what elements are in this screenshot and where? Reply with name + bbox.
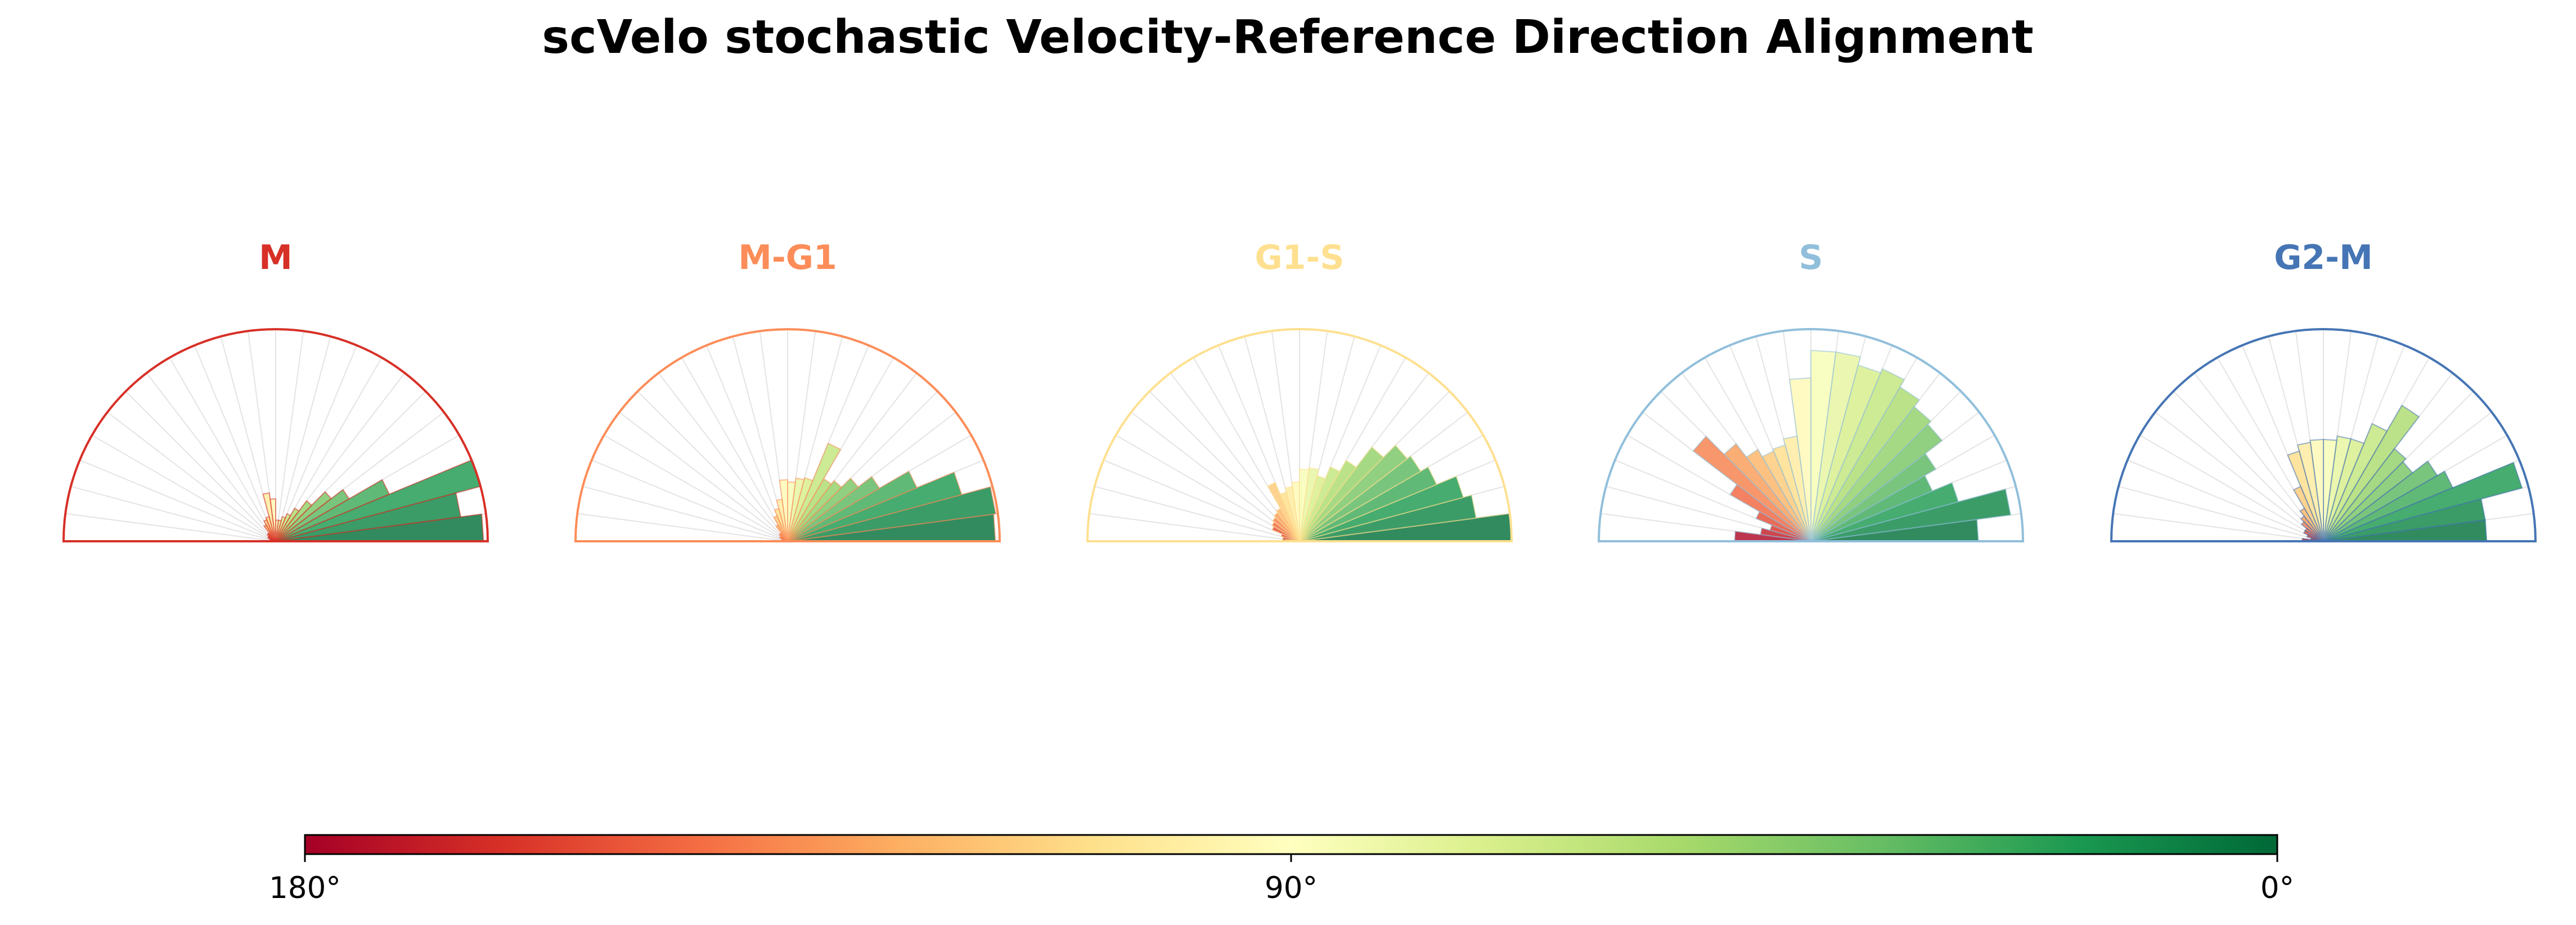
- figure-title: scVelo stochastic Velocity-Reference Dir…: [542, 11, 2033, 64]
- panel-title-s: S: [1799, 238, 1823, 277]
- panel-title-m-g1: M-G1: [738, 238, 837, 277]
- grid-line: [2139, 434, 2324, 542]
- panel-frame-m: [62, 328, 489, 542]
- grid-line: [1103, 459, 1300, 542]
- panel-title-m: M: [259, 238, 293, 277]
- grid-line: [194, 345, 276, 542]
- grid-line: [577, 513, 788, 542]
- grid-line: [2155, 411, 2324, 542]
- grid-line: [582, 486, 788, 542]
- panel-frame-g1-s: [1086, 328, 1513, 542]
- grid-line: [70, 486, 276, 542]
- grid-line: [1116, 434, 1300, 542]
- colorbar-tick-label: 90°: [1265, 871, 1318, 905]
- grid-line: [275, 345, 358, 542]
- grid-line: [1089, 513, 1300, 542]
- panel-frame-s: [1597, 328, 2025, 542]
- grid-line: [705, 345, 788, 542]
- grid-line: [275, 331, 304, 542]
- grid-line: [275, 336, 331, 542]
- colorbar: 180° 90° 0°: [269, 834, 2294, 905]
- panel-g2-m: G2-M: [2110, 238, 2537, 542]
- grid-line: [637, 390, 788, 542]
- panel-s: S: [1597, 238, 2025, 542]
- colorbar-tick-label: 0°: [2260, 871, 2294, 905]
- grid-line: [2118, 486, 2324, 542]
- panel-title-g2-m: G2-M: [2274, 238, 2373, 277]
- grid-line: [79, 459, 276, 542]
- grid-line: [2113, 513, 2324, 542]
- grid-line: [107, 411, 276, 542]
- panel-g1-s: G1-S: [1086, 238, 1513, 542]
- grid-line: [2173, 390, 2324, 542]
- panel-frame-m-g1: [574, 328, 1001, 542]
- grid-line: [125, 390, 276, 542]
- grid-line: [604, 434, 788, 542]
- grid-line: [658, 372, 788, 542]
- grid-line: [619, 411, 788, 542]
- colorbar-bar: [304, 834, 2278, 855]
- grid-line: [1094, 486, 1300, 542]
- grid-line: [591, 459, 788, 542]
- panel-m-g1: M-G1: [574, 238, 1001, 542]
- grid-line: [681, 357, 788, 542]
- panel-title-g1-s: G1-S: [1255, 238, 1344, 277]
- colorbar-tick-label: 180°: [269, 871, 341, 905]
- panel-frame-g2-m: [2110, 328, 2537, 542]
- grid-line: [2127, 459, 2324, 542]
- polar-panels: M M-G1 G1-S S G2-M: [62, 238, 2537, 542]
- grid-line: [65, 513, 276, 542]
- panel-m: M: [62, 238, 489, 542]
- grid-line: [146, 372, 276, 542]
- grid-line: [169, 357, 276, 542]
- grid-line: [1131, 411, 1300, 542]
- grid-line: [92, 434, 276, 542]
